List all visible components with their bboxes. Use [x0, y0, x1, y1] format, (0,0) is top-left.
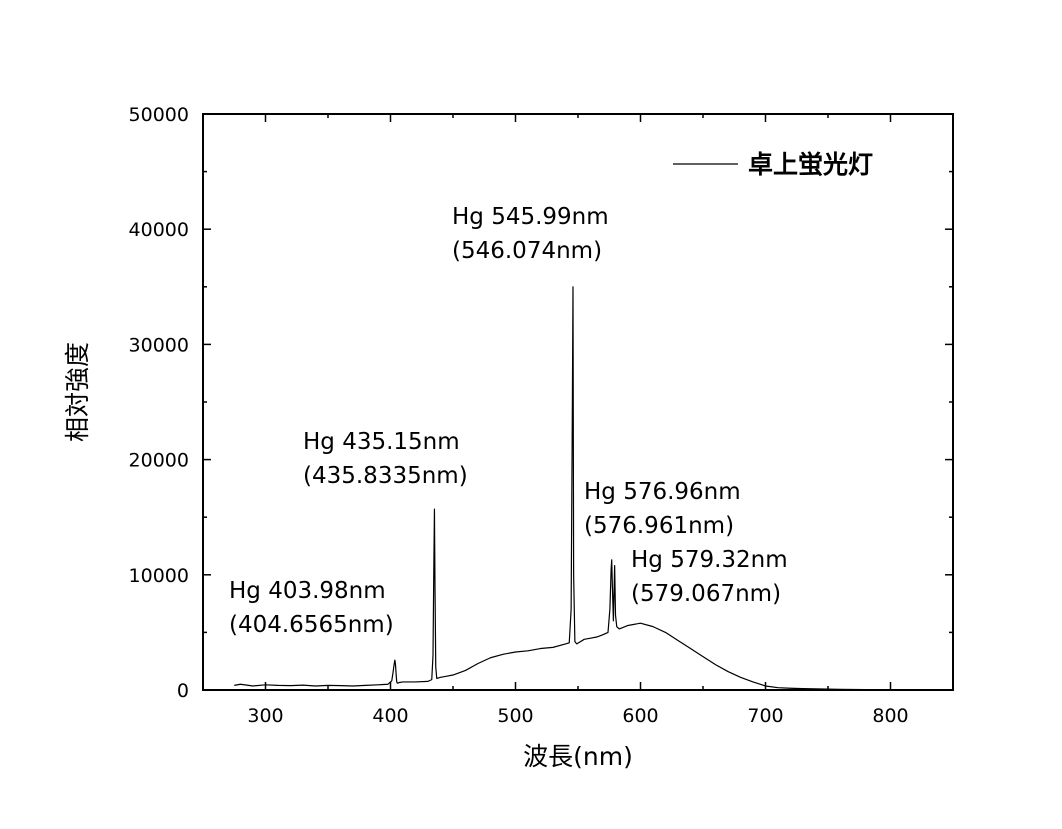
annotation-layer: Hg 403.98nm (404.6565nm) Hg 435.15nm (435.8… [229, 204, 788, 638]
peak-annotation-line2: (579.067nm) [631, 581, 781, 607]
peak-annotation-line1: Hg 403.98nm [229, 578, 386, 604]
peak-annotation-line1: Hg 545.99nm [452, 204, 609, 230]
x-tick-label: 300 [247, 705, 283, 727]
peak-annotation-line1: Hg 435.15nm [303, 429, 460, 455]
x-tick-label: 600 [622, 705, 658, 727]
y-tick-label: 0 [177, 680, 189, 702]
y-axis-ticks: 0 10000 20000 30000 40000 50000 [129, 104, 953, 702]
series-layer [234, 286, 866, 691]
peak-annotation-line1: Hg 576.96nm [584, 479, 741, 505]
legend-label: 卓上蛍光灯 [748, 150, 873, 179]
x-axis-ticks: 300 400 500 600 700 800 [247, 114, 909, 727]
peak-annotation-line2: (435.8335nm) [303, 463, 468, 489]
y-axis-title: 相対強度 [63, 342, 92, 442]
y-tick-label: 40000 [129, 219, 189, 241]
series-line [234, 286, 866, 691]
x-tick-label: 500 [497, 705, 533, 727]
y-tick-label: 50000 [129, 104, 189, 126]
peak-annotation-line1: Hg 579.32nm [631, 547, 788, 573]
legend: 卓上蛍光灯 [673, 150, 873, 179]
x-axis-title: 波長(nm) [523, 742, 633, 771]
peak-annotation-line2: (576.961nm) [584, 513, 734, 539]
y-tick-label: 20000 [129, 450, 189, 472]
x-tick-label: 700 [747, 705, 783, 727]
peak-annotation-line2: (404.6565nm) [229, 612, 394, 638]
y-tick-label: 10000 [129, 565, 189, 587]
y-tick-label: 30000 [129, 334, 189, 356]
x-tick-label: 800 [872, 705, 908, 727]
peak-annotation-line2: (546.074nm) [452, 238, 602, 264]
x-tick-label: 400 [372, 705, 408, 727]
